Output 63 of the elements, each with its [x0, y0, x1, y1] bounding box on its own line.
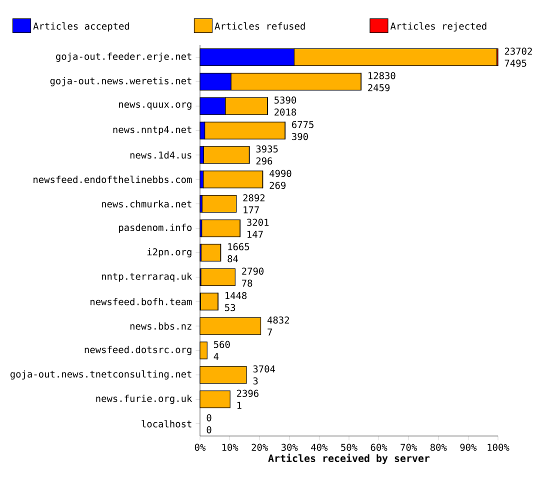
legend-label: Articles rejected — [390, 22, 486, 32]
annotation: 78 — [242, 280, 252, 287]
annotation: 296 — [256, 157, 272, 165]
annotation: 7 — [268, 328, 272, 336]
x-tick-label: 10% — [222, 444, 238, 451]
y-tick-label: newsfeed.dotsrc.org — [84, 346, 192, 356]
annotation: 390 — [292, 132, 308, 140]
y-tick-label: news.1d4.us — [130, 151, 192, 159]
annotation: 147 — [248, 230, 263, 238]
legend-label: Articles refused — [214, 22, 305, 30]
annotation: 4 — [214, 353, 219, 360]
y-tick-label: pasdenom.info — [119, 224, 192, 233]
y-tick-label: nntp.terraraq.uk — [102, 272, 192, 282]
x-tick-label: 40% — [311, 444, 328, 451]
x-tick-label: 70% — [400, 444, 417, 451]
annotation: 4832 — [267, 316, 289, 324]
y-tick-label: goja-out.feeder.erje.net — [56, 52, 192, 62]
annotation: 23702 — [504, 48, 532, 55]
annotation: 3201 — [247, 218, 269, 226]
x-tick-label: 90% — [460, 444, 477, 451]
x-tick-label: 30% — [281, 444, 298, 451]
y-tick-label: news.furie.org.uk — [96, 394, 192, 404]
x-tick-label: 50% — [341, 444, 358, 451]
annotation: 1 — [237, 402, 242, 409]
y-tick-label: newsfeed.bofh.team — [90, 298, 192, 306]
x-tick-label: 100% — [488, 444, 510, 451]
legend-label: Articles accepted — [33, 22, 130, 32]
annotation: 560 — [214, 340, 230, 348]
annotation: 7495 — [504, 60, 526, 67]
annotation: 3704 — [253, 365, 276, 372]
x-tick-label: 80% — [430, 444, 447, 451]
y-tick-label: localhost — [142, 420, 192, 428]
annotation: 6775 — [292, 120, 314, 128]
annotation: 0 — [206, 426, 212, 434]
annotation: 4990 — [270, 170, 292, 177]
annotation: 5390 — [274, 96, 296, 104]
y-tick-label: goja-out.news.tnetconsulting.net — [10, 370, 192, 380]
annotation: 84 — [228, 255, 238, 262]
annotation: 0 — [206, 414, 212, 422]
annotation: 53 — [225, 304, 236, 312]
annotation: 2018 — [274, 108, 296, 116]
annotation: 269 — [270, 182, 286, 189]
annotation: 2396 — [237, 390, 258, 397]
annotation: 1665 — [228, 243, 250, 250]
y-tick-label: newsfeed.endofthelinebbs.com — [34, 176, 192, 184]
x-tick-label: 0% — [194, 444, 206, 451]
x-axis-title: Articles received by server — [268, 454, 430, 464]
y-tick-label: news.nntp4.net — [113, 126, 192, 135]
y-tick-label: i2pn.org — [147, 248, 192, 258]
annotation: 3 — [253, 377, 258, 384]
annotation: 2459 — [368, 84, 390, 92]
annotation: 2892 — [243, 194, 265, 202]
x-tick-label: 60% — [370, 444, 388, 451]
y-tick-label: goja-out.news.weretis.net — [50, 77, 192, 86]
y-tick-label: news.quux.org — [119, 102, 192, 110]
annotation: 177 — [244, 206, 259, 214]
y-tick-label: news.bbs.nz — [130, 322, 192, 330]
x-tick-label: 20% — [252, 444, 268, 451]
annotation: 3935 — [256, 145, 278, 153]
annotation: 1448 — [226, 292, 247, 300]
annotation: 2790 — [242, 268, 264, 275]
y-tick-label: news.chmurka.net — [102, 200, 192, 208]
annotation: 12830 — [368, 72, 396, 80]
